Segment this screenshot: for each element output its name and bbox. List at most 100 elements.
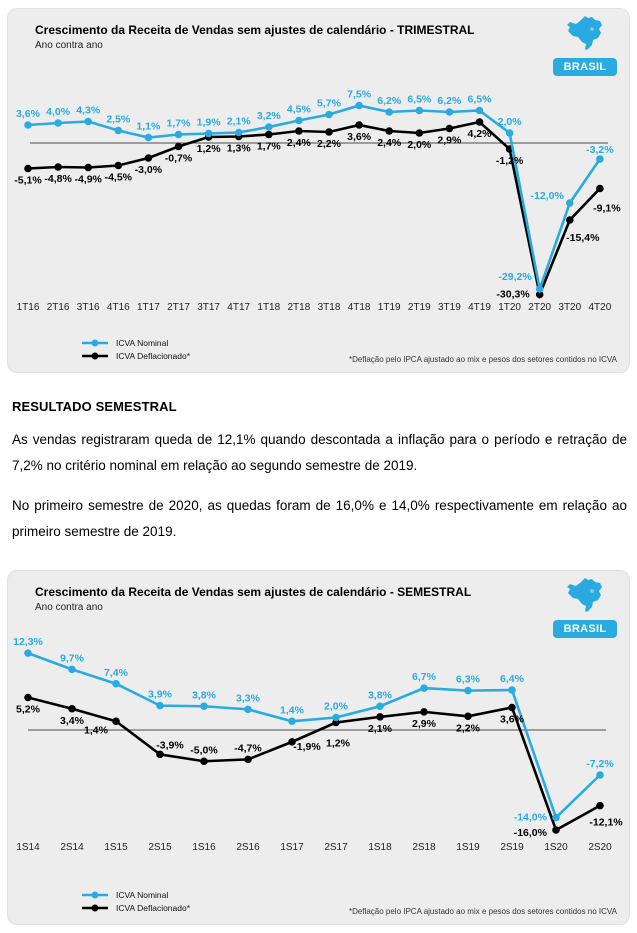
- data-point: [295, 116, 303, 125]
- x-axis-label: 2T19: [408, 302, 431, 313]
- data-point: [376, 713, 384, 721]
- data-point: [385, 127, 394, 135]
- chart-header: Crescimento da Receita de Vendas sem aju…: [8, 579, 629, 628]
- x-axis-label: 1T18: [257, 302, 280, 313]
- legend-label: ICVA Nominal: [116, 338, 169, 348]
- data-point: [265, 123, 273, 131]
- x-axis-label: 3T17: [197, 302, 220, 313]
- data-point: [244, 755, 252, 764]
- data-point: [84, 117, 92, 126]
- data-label: 3,6%: [16, 108, 41, 120]
- resultado-semestral-section: RESULTADO SEMESTRAL As vendas registrara…: [0, 381, 637, 562]
- x-axis-label: 1S14: [16, 842, 40, 853]
- data-point: [596, 184, 604, 193]
- data-point: [415, 129, 424, 137]
- x-axis-label: 2S15: [148, 842, 172, 853]
- x-axis-label: 2T16: [47, 302, 70, 313]
- data-label: 3,4%: [60, 715, 85, 727]
- data-label: 6,4%: [500, 673, 525, 685]
- data-point: [54, 119, 62, 127]
- data-label: 1,4%: [84, 725, 109, 737]
- series-line: [27, 696, 601, 833]
- x-axis-label: 2S16: [236, 842, 260, 853]
- x-axis-label: 2T17: [167, 302, 190, 313]
- data-label: -3,9%: [156, 740, 184, 752]
- data-label: -7,2%: [586, 758, 614, 770]
- data-point: [325, 128, 333, 136]
- x-axis-label: 2S18: [412, 842, 436, 853]
- data-point: [508, 686, 516, 695]
- x-axis-label: 1S17: [280, 842, 304, 853]
- data-label: -3,2%: [586, 144, 614, 156]
- legend-marker-deflacionado-icon: [82, 904, 108, 912]
- data-point: [24, 164, 32, 173]
- data-label: 1,2%: [326, 738, 351, 750]
- data-point: [68, 665, 76, 674]
- data-point: [156, 750, 164, 759]
- chart-footnote: *Deflação pelo IPCA ajustado ao mix e pe…: [348, 355, 617, 364]
- x-axis-label: 1S19: [456, 842, 480, 853]
- x-axis-label: 2T18: [288, 302, 311, 313]
- chart-title: Crescimento da Receita de Vendas sem aju…: [35, 585, 472, 600]
- x-axis-label: 2S14: [60, 842, 84, 853]
- data-point: [566, 199, 574, 207]
- x-axis-label: 1S15: [104, 842, 128, 853]
- data-label: 12,3%: [13, 636, 43, 648]
- paragraph-1: As vendas registraram queda de 12,1% qua…: [12, 432, 627, 474]
- legend-marker-nominal-icon: [82, 339, 108, 347]
- x-axis-label: 1S18: [368, 842, 392, 853]
- data-label: 6,5%: [468, 94, 493, 106]
- data-label: -4,5%: [105, 172, 133, 184]
- data-label: 3,8%: [192, 690, 217, 702]
- chart-title: Crescimento da Receita de Vendas sem aju…: [35, 23, 475, 37]
- x-axis-label: 4T18: [348, 302, 371, 313]
- data-label: 2,0%: [407, 139, 432, 151]
- data-label: 2,9%: [412, 718, 437, 730]
- data-label: -9,1%: [593, 203, 621, 215]
- data-point: [325, 110, 333, 119]
- data-label: -16,0%: [514, 827, 548, 839]
- data-point: [464, 687, 472, 695]
- legend-marker-deflacionado-icon: [82, 352, 108, 360]
- section-heading: RESULTADO SEMESTRAL: [12, 399, 177, 414]
- data-label: 1,4%: [280, 705, 305, 717]
- semestral-chart-card: Crescimento da Receita de Vendas sem aju…: [7, 570, 630, 926]
- data-point: [156, 702, 164, 710]
- data-point: [355, 101, 363, 110]
- data-label: 2,1%: [227, 116, 252, 128]
- data-point: [265, 130, 273, 139]
- data-label: 2,5%: [106, 114, 131, 126]
- data-label: 4,5%: [287, 104, 312, 116]
- data-label: 3,3%: [236, 693, 261, 705]
- data-point: [596, 802, 604, 810]
- data-label: 1,9%: [197, 117, 222, 129]
- data-point: [200, 702, 208, 711]
- legend-item-nominal: ICVA Nominal: [80, 338, 190, 348]
- brazil-map-icon: [567, 578, 602, 613]
- x-axis-label: 4T16: [107, 302, 130, 313]
- data-label: -5,0%: [190, 745, 218, 757]
- chart-footnote: *Deflação pelo IPCA ajustado ao mix e pe…: [348, 907, 617, 917]
- brand-block: BRASIL: [551, 15, 619, 76]
- data-label: -14,0%: [514, 812, 548, 824]
- data-label: 3,8%: [368, 690, 393, 702]
- data-point: [552, 813, 560, 822]
- data-label: 3,6%: [347, 131, 372, 143]
- chart-legend: ICVA Nominal ICVA Deflacionado*: [80, 335, 190, 364]
- data-point: [420, 684, 428, 693]
- data-label: 6,2%: [437, 95, 462, 107]
- data-label: 1,1%: [136, 121, 161, 133]
- data-point: [445, 124, 454, 133]
- chart-header: Crescimento da Receita de Vendas sem aju…: [8, 17, 629, 91]
- legend-label: ICVA Deflacionado*: [116, 351, 191, 361]
- data-label: 3,2%: [257, 110, 282, 122]
- data-label: 2,0%: [324, 701, 349, 713]
- data-label: 6,5%: [407, 94, 432, 106]
- data-label: 1,7%: [257, 141, 282, 153]
- data-point: [566, 216, 574, 224]
- data-point: [505, 129, 514, 137]
- chart-subtitle: Ano contra ano: [35, 40, 103, 51]
- data-label: 6,2%: [377, 95, 402, 107]
- x-axis-label: 2S17: [324, 842, 348, 853]
- data-label: -3,0%: [135, 164, 163, 176]
